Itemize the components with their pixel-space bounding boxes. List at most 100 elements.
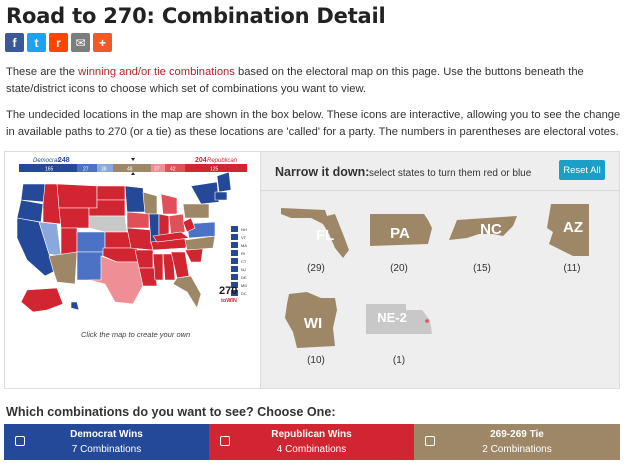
state-mn[interactable] xyxy=(124,185,146,213)
state-co[interactable] xyxy=(76,231,106,253)
republican-wins-option[interactable]: Republican Wins 4 Combinations xyxy=(209,424,414,460)
electoral-map[interactable]: Democrat 248 204 Republican 165 27 38 48… xyxy=(5,152,261,388)
arizona-shape-icon[interactable]: AZ xyxy=(533,200,611,260)
state-id[interactable] xyxy=(42,183,62,225)
small-state-box[interactable] xyxy=(231,266,238,272)
state-la[interactable] xyxy=(138,267,158,287)
state-oh[interactable] xyxy=(168,213,186,237)
state-ia[interactable] xyxy=(126,211,150,229)
narrow-header: Narrow it down: select states to turn th… xyxy=(275,160,605,188)
electoral-bar: 165 27 38 48 37 42 125 xyxy=(19,164,247,173)
small-state-boxes[interactable]: NH VT MA RI CT NJ DE MD DC xyxy=(231,226,247,296)
us-map-svg[interactable]: Democrat 248 204 Republican 165 27 38 48… xyxy=(5,152,260,388)
state-ak[interactable] xyxy=(20,287,64,313)
state-wi[interactable] xyxy=(142,191,158,215)
state-ev: (29) xyxy=(307,263,325,274)
state-new-england[interactable] xyxy=(214,191,228,201)
state-wv[interactable] xyxy=(182,217,196,233)
state-nc[interactable] xyxy=(184,235,216,251)
small-state-box[interactable] xyxy=(231,242,238,248)
democrat-wins-option[interactable]: Democrat Wins 7 Combinations xyxy=(4,424,209,460)
divider xyxy=(261,190,619,191)
small-state-box[interactable] xyxy=(231,250,238,256)
state-tx[interactable] xyxy=(88,255,146,305)
republican-wins-checkbox[interactable] xyxy=(220,436,230,446)
small-state-box[interactable] xyxy=(231,274,238,280)
narrow-subtitle: select states to turn them red or blue xyxy=(369,168,532,179)
state-al[interactable] xyxy=(162,253,176,281)
small-state-box[interactable] xyxy=(231,290,238,296)
state-abbr: WI xyxy=(304,315,322,332)
state-wy[interactable] xyxy=(58,207,90,229)
florida-shape-icon[interactable]: FL xyxy=(277,204,355,260)
page-title: Road to 270: Combination Detail xyxy=(6,4,386,28)
state-tile-ne-2[interactable]: NE-2 (1) xyxy=(360,288,438,366)
combo-title: 269-269 Tie xyxy=(490,429,544,440)
state-pa[interactable] xyxy=(182,203,210,219)
state-mo[interactable] xyxy=(126,227,154,251)
small-state-label: MD xyxy=(241,283,247,288)
bar-mark: 38 xyxy=(101,167,107,173)
state-nm[interactable] xyxy=(76,251,104,281)
more-share-icon: + xyxy=(98,35,106,50)
dem-sub: 165 xyxy=(45,167,54,173)
intro-paragraph-1: These are the winning and/or tie combina… xyxy=(6,64,632,97)
270towin-logo: 270 toWIN xyxy=(219,285,237,304)
state-abbr: PA xyxy=(390,225,410,242)
reddit-icon: r xyxy=(56,35,61,50)
state-abbr: NE-2 xyxy=(377,310,407,325)
state-mi[interactable] xyxy=(160,193,178,215)
twitter-share-button[interactable]: t xyxy=(27,33,46,52)
tie-checkbox[interactable] xyxy=(425,436,435,446)
state-ny[interactable] xyxy=(190,181,220,205)
pennsylvania-shape-icon[interactable]: PA xyxy=(360,204,438,260)
state-ev: (10) xyxy=(307,355,325,366)
state-ms[interactable] xyxy=(152,253,164,281)
small-state-label: RI xyxy=(241,251,245,256)
us-states[interactable] xyxy=(16,171,232,313)
reddit-share-button[interactable]: r xyxy=(49,33,68,52)
small-state-label: DC xyxy=(241,291,247,296)
logo-number: 270 xyxy=(219,285,237,297)
state-wa[interactable] xyxy=(20,183,46,203)
state-ne[interactable] xyxy=(88,215,128,233)
small-state-box[interactable] xyxy=(231,282,238,288)
state-tile-wi[interactable]: WI (10) xyxy=(277,288,355,366)
small-state-box[interactable] xyxy=(231,226,238,232)
state-ev: (1) xyxy=(392,355,406,366)
state-ks[interactable] xyxy=(104,231,132,249)
state-fl[interactable] xyxy=(172,275,202,309)
combo-title: Democrat Wins xyxy=(70,429,143,440)
small-state-box[interactable] xyxy=(231,234,238,240)
state-tile-az[interactable]: AZ (11) xyxy=(533,200,611,274)
intro-text: These are the xyxy=(6,66,79,78)
state-tile-pa[interactable]: PA (20) xyxy=(360,204,438,274)
state-me[interactable] xyxy=(216,171,232,193)
facebook-share-button[interactable]: f xyxy=(5,33,24,52)
north-carolina-shape-icon[interactable]: NC xyxy=(443,204,521,260)
wisconsin-shape-icon[interactable]: WI xyxy=(277,288,355,352)
state-ev: (20) xyxy=(390,263,408,274)
bar-mark: 37 xyxy=(154,167,160,173)
email-share-button[interactable]: ✉ xyxy=(71,33,90,52)
democrat-wins-checkbox[interactable] xyxy=(15,436,25,446)
state-nd[interactable] xyxy=(96,185,126,201)
nebraska-shape-icon[interactable]: NE-2 xyxy=(360,288,438,352)
map-caption[interactable]: Click the map to create your own xyxy=(81,330,191,339)
narrow-title: Narrow it down: xyxy=(275,165,370,179)
small-state-box[interactable] xyxy=(231,258,238,264)
combo-count: 7 Combinations xyxy=(71,444,142,455)
state-az[interactable] xyxy=(48,251,78,285)
bar-mark: 48 xyxy=(127,167,133,173)
state-ut[interactable] xyxy=(60,227,78,257)
state-tile-nc[interactable]: NC (15) xyxy=(443,204,521,274)
midpoint-marker-bottom xyxy=(131,172,135,175)
tie-option[interactable]: 269-269 Tie 2 Combinations xyxy=(414,424,620,460)
more-share-button[interactable]: + xyxy=(93,33,112,52)
state-tile-fl[interactable]: FL (29) xyxy=(277,204,355,274)
reset-all-button[interactable]: Reset All xyxy=(559,160,605,180)
winning-combinations-link[interactable]: winning and/or tie combinations xyxy=(78,66,235,78)
state-mt[interactable] xyxy=(56,183,98,209)
state-hi[interactable] xyxy=(70,301,80,311)
rep-label: Republican xyxy=(207,158,238,164)
